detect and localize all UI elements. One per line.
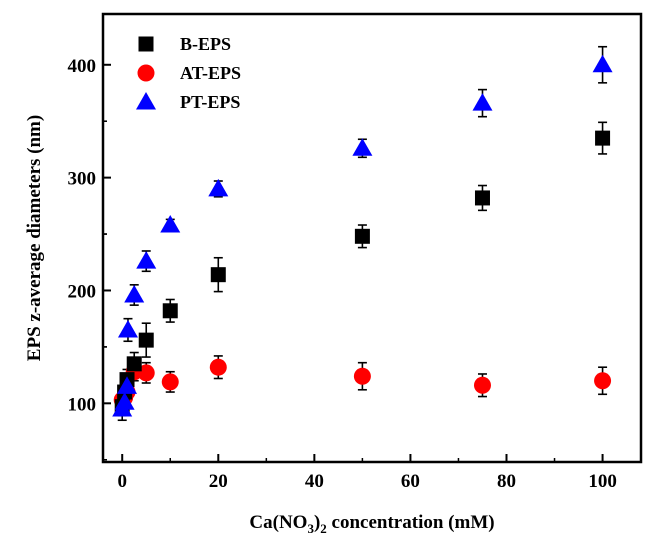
legend: B-EPS AT-EPS PT-EPS	[136, 34, 241, 112]
plot-frame	[101, 12, 643, 464]
data-point-pt-eps	[117, 376, 138, 394]
data-markers	[112, 54, 613, 417]
y-axis-title: EPS z-average diameters (nm)	[24, 115, 45, 361]
data-point-b-eps	[595, 130, 611, 146]
x-axis-title-sub2: 2	[320, 521, 327, 535]
x-axis-title-sub1: 3	[307, 521, 314, 535]
data-point-at-eps	[594, 372, 612, 390]
data-point-b-eps	[138, 332, 154, 348]
y-tick-label: 300	[68, 169, 97, 190]
data-point-b-eps	[474, 190, 490, 206]
data-point-pt-eps	[592, 54, 613, 73]
x-tick-label: 100	[588, 471, 617, 492]
legend-label: PT-EPS	[180, 92, 240, 112]
x-axis-title: Ca(NO3)2 concentration (mM)	[249, 512, 494, 535]
data-point-pt-eps	[160, 215, 181, 233]
legend-marker-at-eps	[137, 64, 155, 82]
x-tick-label: 40	[305, 471, 324, 492]
data-point-b-eps	[354, 228, 370, 244]
data-point-at-eps	[137, 364, 155, 382]
x-axis-title-base: Ca(NO	[249, 512, 307, 533]
x-axis-title-mid: )	[314, 512, 320, 533]
data-point-at-eps	[473, 376, 491, 394]
data-point-at-eps	[161, 373, 179, 391]
data-point-pt-eps	[114, 392, 135, 410]
data-point-pt-eps	[352, 138, 373, 156]
y-tick-label: 100	[68, 394, 97, 415]
legend-label: AT-EPS	[180, 63, 241, 83]
axis-ticks: 0 20 40 60 80 100 100 200 300 400	[68, 56, 617, 492]
data-point-pt-eps	[117, 319, 138, 338]
x-tick-label: 60	[401, 471, 420, 492]
data-point-pt-eps	[136, 251, 157, 269]
y-tick-label: 200	[68, 281, 97, 302]
legend-marker-b-eps	[138, 36, 154, 52]
data-point-b-eps	[126, 356, 142, 372]
x-tick-label: 20	[209, 471, 228, 492]
data-point-b-eps	[162, 303, 178, 319]
data-point-at-eps	[353, 367, 371, 385]
data-point-b-eps	[210, 267, 226, 283]
data-point-at-eps	[209, 358, 227, 376]
data-point-pt-eps	[208, 178, 229, 197]
data-point-pt-eps	[124, 284, 145, 303]
legend-label: B-EPS	[180, 34, 231, 54]
y-tick-label: 400	[68, 56, 97, 77]
x-tick-label: 0	[117, 471, 127, 492]
x-axis-title-rest: concentration (mM)	[327, 512, 495, 533]
data-point-pt-eps	[472, 93, 493, 111]
legend-marker-pt-eps	[136, 92, 156, 110]
x-tick-label: 80	[497, 471, 516, 492]
